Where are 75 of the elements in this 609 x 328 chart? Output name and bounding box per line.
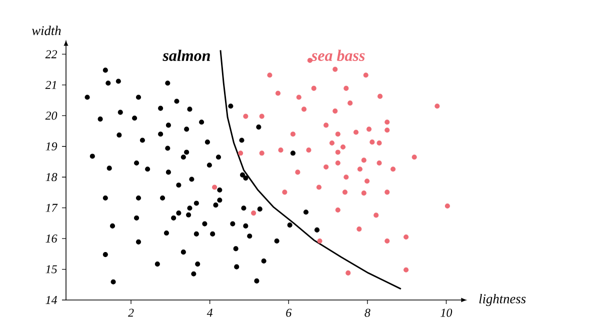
y-tick-label: 20 (45, 112, 58, 120)
y-tick-label: 15 (46, 265, 57, 274)
point (259, 114, 264, 119)
point (384, 238, 390, 244)
point (317, 238, 322, 244)
point (335, 132, 340, 137)
series-label: sea bass (311, 50, 365, 62)
point (243, 114, 248, 119)
y-tick-label: 14 (46, 296, 58, 304)
point (238, 150, 244, 156)
point (348, 100, 353, 106)
point (306, 148, 312, 153)
point (404, 234, 409, 240)
point (363, 72, 368, 78)
y-tick-label: 22 (45, 50, 58, 58)
point (444, 203, 450, 209)
point (212, 184, 218, 190)
point (384, 128, 390, 133)
line-series (220, 50, 402, 290)
point (374, 212, 379, 218)
series-label: salmon (162, 50, 210, 61)
point (356, 226, 362, 232)
point (282, 190, 288, 195)
y-tick-label: 21 (45, 80, 56, 89)
point (301, 106, 307, 112)
point (361, 158, 366, 163)
y-tick-label: 17 (46, 204, 58, 212)
point (335, 207, 340, 213)
point (361, 190, 366, 196)
x-axis-title: lightness (479, 294, 526, 306)
x-tick-label: 8 (364, 308, 370, 317)
point (340, 144, 346, 150)
y-tick-label: 18 (46, 173, 58, 182)
point (364, 178, 370, 184)
y-axis-title: width (32, 26, 61, 36)
point (370, 140, 375, 145)
x-tick-label: 2 (128, 308, 134, 317)
point (384, 190, 390, 195)
x-tick-label: 10 (440, 308, 452, 317)
point (434, 104, 440, 109)
point (278, 148, 284, 153)
point (324, 122, 329, 128)
point (290, 132, 296, 137)
x-tick-label: 4 (206, 308, 213, 317)
point (335, 160, 340, 166)
point (366, 126, 372, 132)
y-tick-label: 19 (46, 142, 58, 150)
point (275, 90, 281, 96)
point (357, 166, 362, 172)
point (332, 108, 338, 114)
point (324, 164, 329, 170)
point (376, 140, 382, 146)
point (296, 94, 302, 100)
point (267, 72, 272, 78)
point (316, 184, 322, 190)
point (378, 94, 383, 99)
x-tick-label: 6 (286, 308, 292, 317)
point (335, 150, 340, 155)
point (412, 154, 417, 160)
point (329, 140, 335, 146)
point (344, 86, 349, 91)
point (404, 267, 409, 272)
point (390, 166, 396, 172)
point (259, 150, 264, 156)
point (295, 170, 300, 175)
y-tick-label: 16 (46, 234, 58, 243)
point (346, 270, 351, 276)
point (344, 174, 349, 180)
point (384, 120, 390, 125)
point (332, 66, 338, 72)
point (342, 190, 348, 195)
point (353, 130, 359, 135)
point (251, 210, 256, 216)
point (311, 86, 316, 91)
point (376, 160, 382, 166)
